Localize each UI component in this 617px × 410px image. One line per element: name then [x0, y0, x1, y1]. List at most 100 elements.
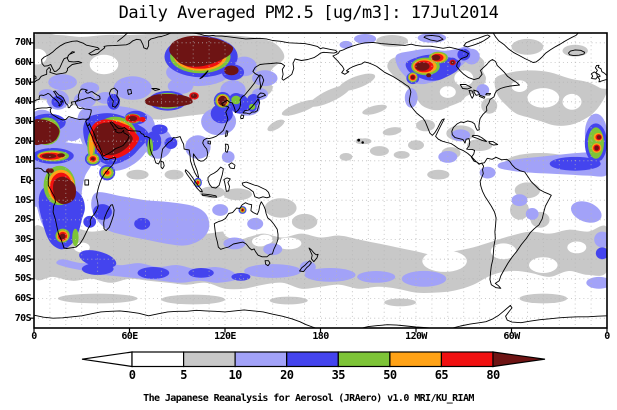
aerosol-region	[481, 97, 498, 114]
colorbar-tick-label: 50	[383, 368, 397, 382]
lat-tick-label: 70N	[14, 37, 32, 49]
aerosol-region	[231, 95, 241, 105]
aerosol-region	[594, 145, 599, 151]
aerosol-region	[185, 135, 211, 159]
aerosol-region	[190, 93, 198, 99]
aerosol-region	[34, 119, 60, 146]
aerosol-region	[382, 127, 402, 136]
lon-tick-label: 120W	[405, 331, 427, 342]
aerosol-region	[263, 243, 283, 256]
lat-tick-label: 50S	[14, 273, 32, 285]
aerosol-region	[221, 151, 235, 163]
aerosol-region	[59, 233, 66, 240]
aerosol-region	[128, 115, 138, 122]
aerosol-region	[267, 119, 285, 132]
aerosol-region	[113, 76, 152, 100]
aerosol-region	[404, 88, 418, 108]
lat-tick-label: 60S	[14, 293, 32, 304]
colorbar-tick-label: 10	[228, 368, 243, 382]
colorbar-over-arrow	[492, 351, 546, 368]
aerosol-region	[91, 157, 95, 161]
lat-tick-label: EQ	[20, 175, 31, 186]
aerosol-region	[151, 124, 168, 135]
aerosol-region	[137, 267, 170, 279]
page-title: Daily Averaged PM2.5 [ug/m3]: 17Jul2014	[118, 3, 499, 23]
colorbar-under-arrow	[81, 351, 133, 368]
aerosol-region	[73, 242, 90, 253]
aerosol-region	[511, 80, 528, 92]
aerosol-region	[339, 153, 353, 161]
aerosol-region	[457, 48, 471, 61]
aerosol-region	[247, 217, 264, 230]
aerosol-region	[354, 34, 377, 44]
aerosol-region	[416, 119, 435, 132]
aerosol-region	[339, 73, 376, 91]
colorbar-segment	[234, 351, 288, 368]
colorbar-segment	[389, 351, 443, 368]
aerosol-region	[304, 268, 356, 282]
aerosol-region	[144, 94, 193, 108]
lon-tick-label: 0	[31, 331, 37, 342]
aerosol-region	[570, 201, 602, 223]
lon-tick-label: 60E	[121, 331, 138, 342]
lon-tick-label: 60W	[503, 331, 520, 342]
aerosol-region	[422, 250, 467, 272]
colorbar-segment	[182, 351, 236, 368]
aerosol-region	[309, 85, 351, 107]
aerosol-region	[34, 48, 47, 65]
aerosol-region	[223, 188, 252, 201]
lat-tick-label: 30S	[14, 234, 32, 245]
aerosol-region	[224, 65, 239, 76]
aerosol-region	[196, 180, 200, 185]
aerosol-region	[467, 139, 493, 151]
lat-tick-label: 20S	[14, 214, 32, 226]
aerosol-region	[476, 84, 490, 96]
aerosol-region	[596, 135, 602, 140]
colorbar-tick-label: 65	[434, 368, 449, 382]
aerosol-region	[41, 153, 57, 159]
axis-ticks	[29, 42, 608, 333]
aerosol-region	[339, 40, 353, 49]
aerosol-region	[276, 237, 302, 250]
aerosol-region	[586, 276, 607, 289]
aerosol-region	[426, 73, 432, 78]
aerosol-region	[52, 176, 76, 205]
colorbar-tick-label: 0	[128, 368, 136, 382]
aerosol-region	[72, 228, 79, 247]
aerosol-region	[91, 192, 210, 246]
aerosol-region	[57, 153, 65, 158]
aerosol-region	[510, 200, 529, 220]
aerosol-region	[126, 169, 149, 180]
aerosol-region	[362, 104, 387, 115]
aerosol-region	[511, 38, 544, 55]
aerosol-region	[529, 257, 558, 273]
aerosol-region	[188, 268, 214, 278]
aerosol-region	[164, 137, 178, 149]
aerosol-region	[587, 127, 604, 159]
lon-tick-label: 120E	[214, 331, 236, 342]
colorbar-tick-label: 35	[331, 368, 346, 382]
lat-tick-label: 40N	[14, 96, 32, 108]
aerosol-region	[527, 88, 560, 108]
colorbar-tick-label: 5	[180, 368, 187, 382]
aerosol-region	[57, 293, 138, 304]
lat-tick-label: 10N	[14, 155, 32, 167]
aerosol-region	[479, 166, 496, 179]
aerosol-region	[369, 146, 389, 156]
aerosol-region	[231, 273, 251, 281]
aerosol-region	[138, 116, 146, 123]
aerosol-region	[357, 271, 396, 283]
lat-tick-label: 30N	[14, 116, 32, 127]
lat-tick-label: 10S	[14, 194, 32, 206]
aerosol-region	[408, 140, 424, 150]
aerosol-region	[519, 293, 568, 304]
aerosol-region	[212, 204, 229, 216]
aerosol-region	[134, 217, 151, 230]
aerosol-region	[223, 223, 252, 240]
aerosol-region	[80, 82, 100, 94]
aerosol-region	[427, 169, 450, 180]
lat-tick-label: 40S	[14, 253, 32, 265]
aerosol-region	[562, 44, 588, 57]
aerosol-region	[83, 215, 97, 228]
